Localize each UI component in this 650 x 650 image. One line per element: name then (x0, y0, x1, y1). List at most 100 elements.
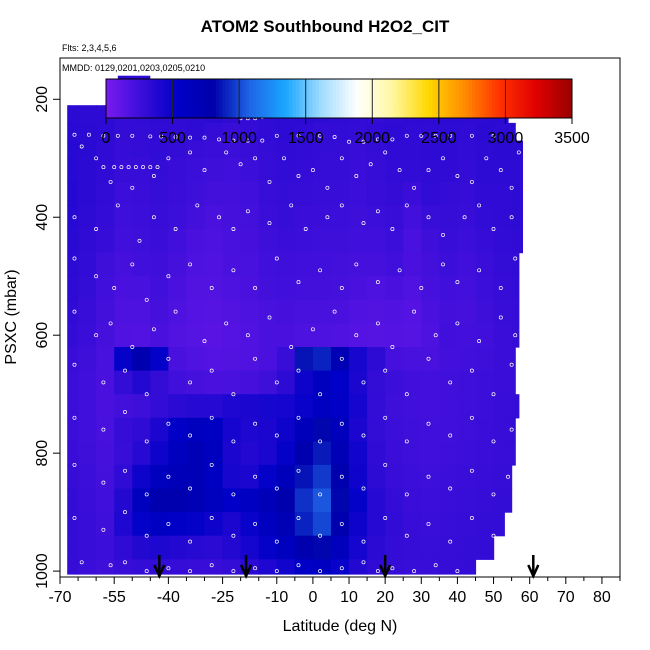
heatmap-cell (150, 347, 169, 372)
heatmap-cell (258, 229, 278, 254)
sample-point (94, 333, 99, 338)
heatmap-cell (78, 441, 97, 466)
sample-point (148, 165, 153, 170)
heatmap-cell (367, 229, 386, 254)
heatmap-cell (367, 441, 386, 466)
sample-point (448, 433, 453, 438)
colorbar-segment (239, 79, 243, 118)
sample-point (448, 539, 453, 544)
heatmap-cell (475, 347, 495, 372)
colorbar-segment (106, 79, 110, 118)
heatmap-cell (204, 181, 224, 207)
heatmap-cell (67, 105, 79, 124)
heatmap-cell (475, 370, 495, 395)
heatmap-cell (240, 370, 260, 395)
heatmap-cell (421, 370, 440, 395)
sample-point (491, 227, 496, 231)
heatmap-cell (421, 441, 440, 466)
heatmap-cell (222, 535, 242, 560)
sample-point (72, 462, 77, 467)
heatmap-cell (331, 229, 350, 254)
heatmap-cell (204, 158, 224, 183)
sample-point (296, 368, 301, 373)
flight-arrow-head (153, 564, 166, 580)
heatmap-cell (493, 488, 513, 513)
heatmap-cell (96, 417, 115, 442)
heatmap-cell (114, 535, 133, 560)
heatmap-cell (276, 181, 296, 207)
sample-point (390, 227, 395, 231)
colorbar-segment (195, 79, 200, 118)
heatmap-cell (511, 441, 516, 466)
sample-point (173, 309, 178, 314)
sample-point (469, 516, 474, 520)
heatmap-cell (258, 512, 278, 537)
heatmap-cell (367, 488, 386, 513)
sample-point (455, 321, 460, 326)
heatmap-cell (511, 122, 516, 142)
colorbar-segment (262, 79, 267, 118)
colorbar-tick-label: 1000 (221, 130, 257, 147)
heatmap-cell (240, 394, 260, 419)
sample-point (144, 392, 149, 397)
heatmap-cell (222, 512, 242, 537)
sample-point (325, 215, 330, 220)
heatmap-cell (403, 394, 422, 419)
heatmap-cell (457, 464, 477, 490)
colorbar-segment (142, 79, 147, 118)
sample-point (238, 162, 243, 167)
heatmap-cell (312, 394, 332, 419)
heatmap-cell (204, 229, 224, 254)
heatmap-cell (78, 370, 97, 395)
heatmap-cell (204, 347, 224, 372)
heatmap-cell (457, 323, 477, 348)
heatmap-cell (349, 464, 368, 490)
heatmap-cell (385, 394, 404, 419)
heatmap-cell (349, 441, 368, 466)
heatmap-cell (222, 464, 242, 490)
heatmap-cell (439, 299, 459, 324)
heatmap-cell (168, 464, 188, 490)
colorbar-tick-label: 2500 (421, 130, 457, 147)
heatmap-cell (276, 488, 296, 513)
heatmap-cell (367, 140, 386, 159)
colorbar-segment (275, 79, 280, 118)
colorbar-segment (428, 79, 433, 118)
sample-point (477, 203, 482, 208)
sample-point (274, 380, 279, 385)
heatmap-cell (96, 323, 115, 348)
flight-arrows (153, 555, 540, 580)
heatmap-cell (312, 347, 332, 372)
colorbar-segment (402, 79, 406, 118)
colorbar-segment (135, 79, 140, 118)
colorbar-segment (329, 79, 333, 118)
colorbar-segment (548, 79, 553, 118)
colorbar-segment (155, 79, 160, 118)
y-axis-label: PSXC (mbar) (3, 269, 20, 364)
colorbar-segment (109, 79, 114, 118)
heatmap-cell (421, 417, 440, 442)
sample-point (513, 256, 518, 261)
colorbar-segment (435, 79, 440, 118)
heatmap-cell (421, 535, 440, 560)
heatmap-cell (312, 535, 332, 560)
heatmap-cell (439, 559, 459, 575)
colorbar-segment (215, 79, 220, 118)
heatmap-cell (367, 122, 386, 142)
heatmap-cell (294, 323, 314, 348)
x-tick-label: 60 (521, 589, 539, 606)
sample-point (72, 516, 77, 520)
heatmap-cell (367, 323, 386, 348)
heatmap-cell (349, 276, 368, 301)
sample-point (404, 203, 409, 208)
sample-point (72, 309, 77, 314)
sample-point (404, 533, 409, 538)
heatmap-cell (403, 512, 422, 537)
colorbar-segment (169, 79, 173, 118)
heatmap-cell (67, 441, 79, 466)
sample-point (469, 468, 474, 473)
heatmap-cell (312, 464, 332, 490)
colorbar-segment (335, 79, 340, 118)
heatmap-cell (67, 512, 79, 537)
sample-point (72, 132, 77, 137)
